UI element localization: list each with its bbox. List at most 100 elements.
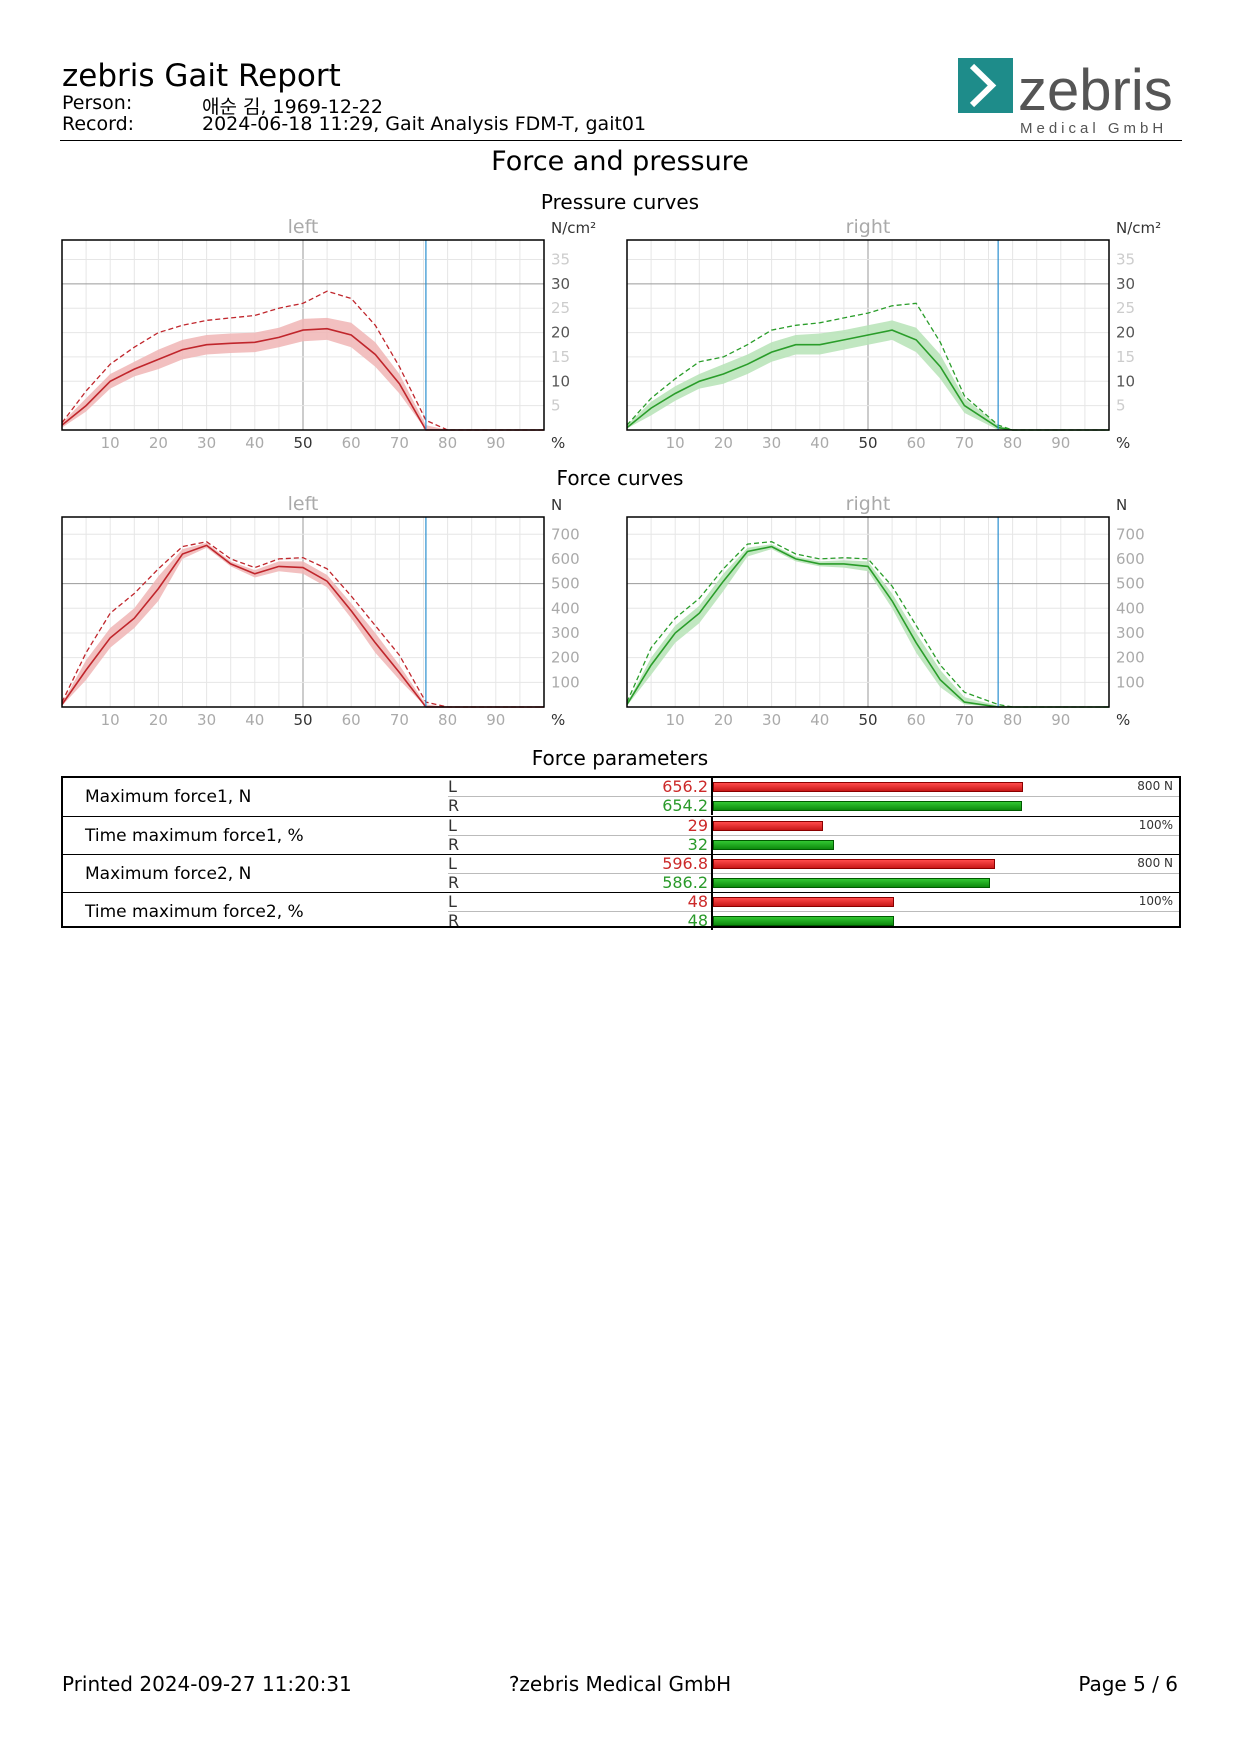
param-row: Time maximum force1, % L R 29 32 100% — [63, 816, 1179, 854]
param-sub-left — [448, 778, 1179, 797]
y-tick-label: 35 — [1116, 250, 1135, 268]
panel-title: left — [288, 216, 319, 238]
left-bar — [713, 859, 995, 869]
y-unit-label: N — [1116, 496, 1127, 514]
x-tick-label: 20 — [149, 711, 168, 729]
x-tick-label: 90 — [486, 711, 505, 729]
x-tick-label: 70 — [390, 434, 409, 452]
record-value: 2024-06-18 11:29, Gait Analysis FDM-T, g… — [202, 113, 647, 135]
x-tick-label: 30 — [197, 711, 216, 729]
x-tick-label: 50 — [293, 711, 312, 729]
y-tick-label: 15 — [551, 348, 570, 366]
logo-wordmark: zebris — [1018, 58, 1173, 123]
chart-panel-left: left N/cm² 10 20 30 40 50 60 70 80 90 % 5 10 15 20 25 30 3… — [61, 216, 596, 452]
x-tick-label: 90 — [1051, 434, 1070, 452]
y-tick-label: 300 — [1116, 624, 1145, 642]
x-tick-label: 40 — [810, 434, 829, 452]
right-value: 654.2 — [662, 796, 708, 815]
std-band — [62, 317, 544, 430]
right-value: 32 — [687, 835, 708, 854]
x-tick-label: 60 — [907, 711, 926, 729]
x-tick-label: 50 — [858, 434, 877, 452]
y-tick-label: 700 — [551, 525, 580, 543]
logo-square — [958, 58, 1013, 113]
y-tick-label: 100 — [551, 673, 580, 691]
right-indicator: R — [448, 911, 460, 930]
value-divider — [711, 778, 713, 815]
left-indicator: L — [448, 892, 457, 911]
left-bar — [713, 821, 823, 831]
y-tick-label: 500 — [551, 575, 580, 593]
y-tick-label: 600 — [1116, 550, 1145, 568]
x-tick-label: 80 — [1003, 711, 1022, 729]
person-label: Person: — [62, 92, 133, 114]
chart-panel-right: right N/cm² 10 20 30 40 50 60 70 80 90 % 5 10 15 20 25 30… — [626, 216, 1161, 452]
x-tick-label: 70 — [955, 711, 974, 729]
param-sub-left — [448, 893, 1179, 912]
report-title: zebris Gait Report — [62, 58, 341, 94]
x-tick-label: 80 — [438, 711, 457, 729]
x-tick-label: 10 — [101, 711, 120, 729]
max-curve — [61, 290, 544, 431]
left-indicator: L — [448, 854, 457, 873]
left-value: 29 — [687, 816, 708, 835]
y-tick-label: 300 — [551, 624, 580, 642]
y-unit-label: N/cm² — [551, 219, 596, 237]
x-tick-label: 20 — [714, 711, 733, 729]
x-tick-label: 70 — [955, 434, 974, 452]
y-tick-label: 30 — [551, 275, 570, 293]
param-sub-left — [448, 855, 1179, 874]
x-tick-label: 50 — [858, 711, 877, 729]
x-tick-label: 80 — [1003, 434, 1022, 452]
std-band — [627, 320, 1109, 430]
y-tick-label: 20 — [1116, 324, 1135, 342]
x-tick-label: 10 — [101, 434, 120, 452]
zebris-logo: zebris Medical GmbH — [958, 58, 1173, 137]
panel-title: right — [846, 493, 891, 515]
y-tick-label: 30 — [1116, 275, 1135, 293]
plot-frame — [626, 239, 1110, 431]
x-tick-label: 10 — [666, 434, 685, 452]
x-axis-label: % — [551, 434, 565, 452]
scale-max-label: 100% — [1138, 818, 1173, 832]
left-indicator: L — [448, 777, 457, 796]
left-indicator: L — [448, 816, 457, 835]
x-tick-label: 40 — [245, 434, 264, 452]
scale-max-label: 800 N — [1137, 856, 1173, 870]
value-divider — [711, 893, 713, 930]
logo-chevron-icon — [969, 63, 997, 108]
param-label: Time maximum force2, % — [85, 902, 304, 922]
y-tick-label: 600 — [551, 550, 580, 568]
chart-panel-right: right N 10 20 30 40 50 60 70 80 90 % 100 200 300 400 500… — [626, 493, 1145, 729]
person-value: 애순 김, 1969-12-22 — [202, 96, 383, 118]
x-axis-label: % — [551, 711, 565, 729]
param-label: Maximum force1, N — [85, 787, 252, 807]
force-curves-title: Force curves — [556, 466, 684, 490]
x-tick-label: 30 — [197, 434, 216, 452]
right-bar — [713, 916, 895, 926]
y-tick-label: 25 — [1116, 299, 1135, 317]
x-tick-label: 50 — [293, 434, 312, 452]
plot-frame — [626, 516, 1110, 708]
footer-company: ?zebris Medical GmbH — [508, 1672, 732, 1696]
force-parameters-table: Maximum force1, N L R 656.2 654.2 800 N … — [61, 776, 1181, 930]
y-tick-label: 5 — [1116, 397, 1126, 415]
y-tick-label: 400 — [1116, 599, 1145, 617]
charts-canvas: left N/cm² 10 20 30 40 50 60 70 80 90 % 5 10 15 20 25 30 3… — [61, 216, 1161, 729]
chart-panel-left: left N 10 20 30 40 50 60 70 80 90 % 100 200 300 400 500 6… — [61, 493, 580, 729]
param-label: Time maximum force1, % — [85, 826, 304, 846]
y-tick-label: 10 — [551, 372, 570, 390]
y-unit-label: N/cm² — [1116, 219, 1161, 237]
x-tick-label: 30 — [762, 711, 781, 729]
x-tick-label: 20 — [714, 434, 733, 452]
y-tick-label: 100 — [1116, 673, 1145, 691]
left-bar — [713, 782, 1024, 792]
x-axis-label: % — [1116, 434, 1130, 452]
right-bar — [713, 801, 1023, 811]
value-divider — [711, 855, 713, 892]
x-tick-label: 80 — [438, 434, 457, 452]
left-value: 48 — [687, 892, 708, 911]
x-tick-label: 30 — [762, 434, 781, 452]
x-tick-label: 60 — [342, 434, 361, 452]
y-tick-label: 500 — [1116, 575, 1145, 593]
